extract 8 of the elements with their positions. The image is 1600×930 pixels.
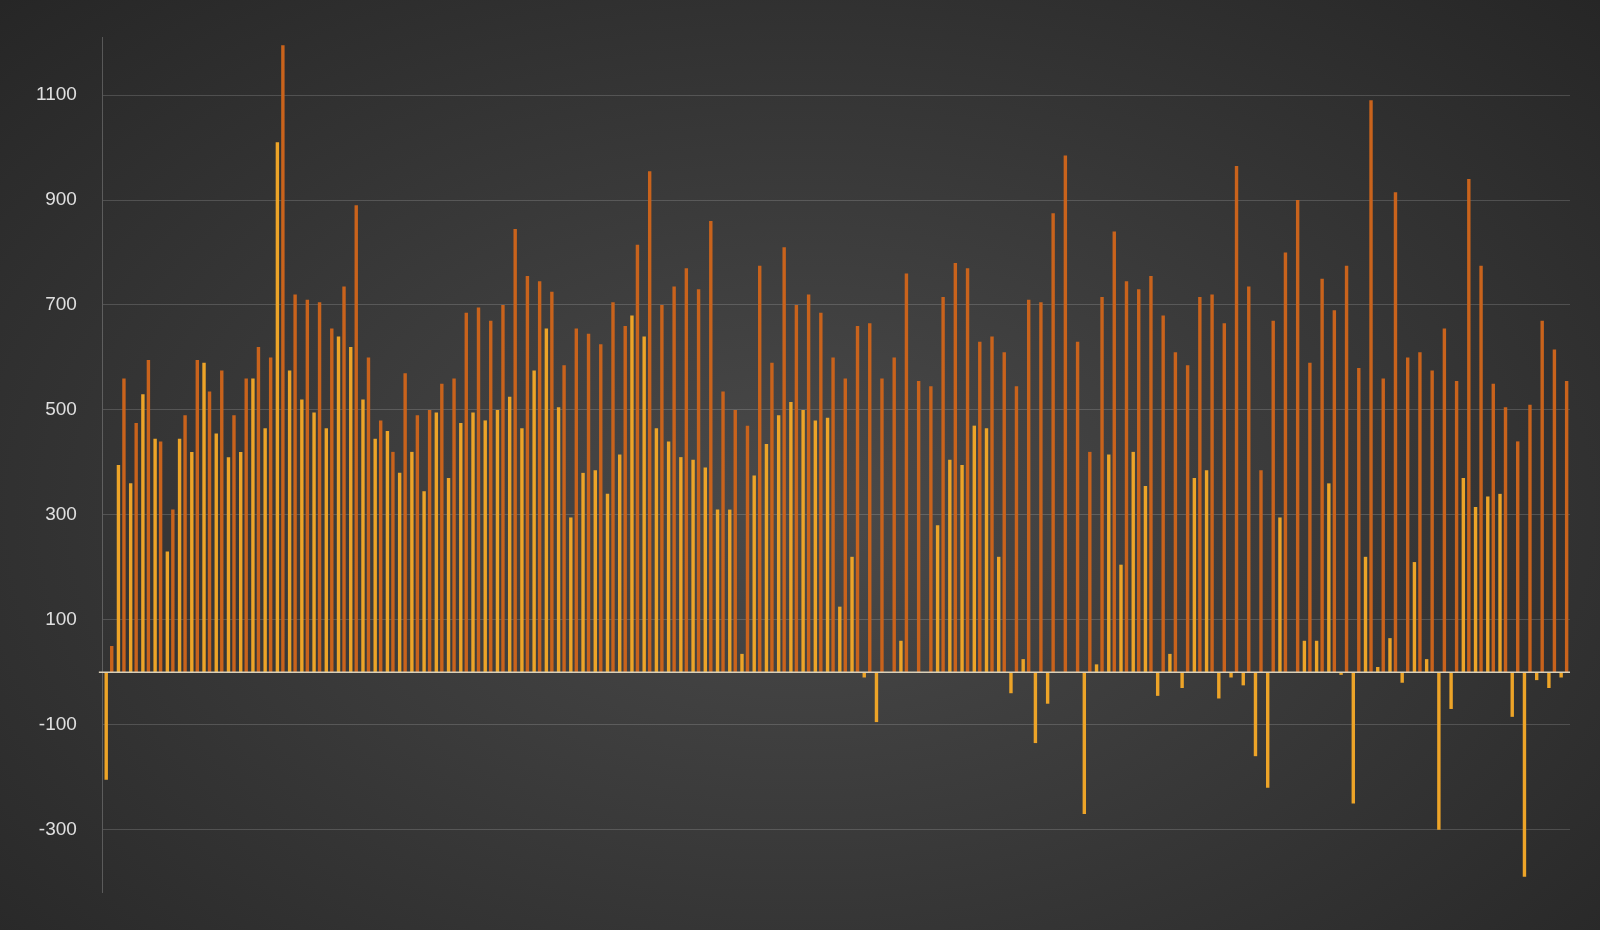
- y-tick-label: 100: [45, 608, 77, 630]
- y-tick-label: -300: [38, 817, 77, 839]
- y-tick-label: 700: [45, 293, 77, 315]
- y-tick-label: 500: [45, 398, 77, 420]
- y-tick-label: 1100: [36, 83, 77, 105]
- y-tick-label: -100: [38, 712, 77, 734]
- y-tick-label: 300: [45, 503, 77, 525]
- y-tick-label: 900: [45, 188, 77, 210]
